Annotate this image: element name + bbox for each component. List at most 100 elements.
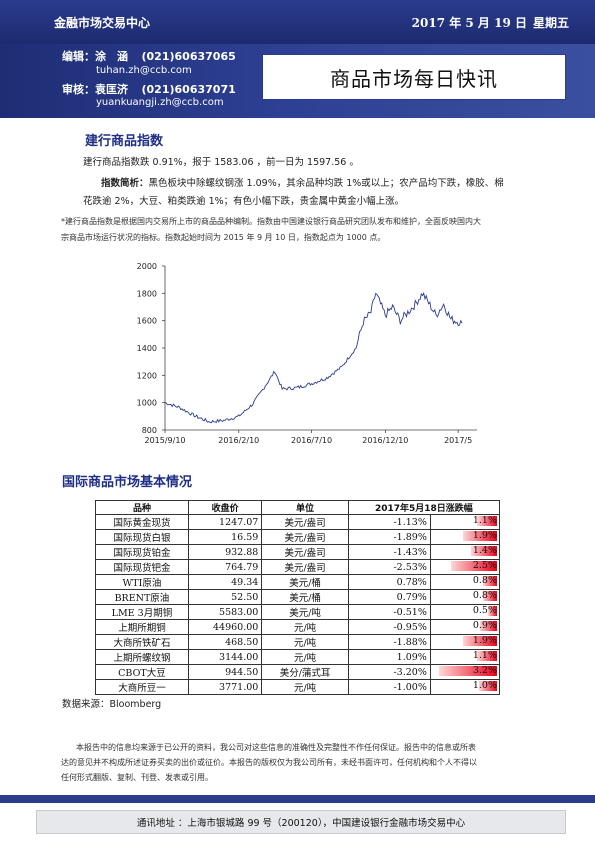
table-row: 大商所豆一 3771.00 元/吨 -1.00% 1.0% [95,679,501,695]
price-unit: 美元/盎司 [261,529,349,545]
price-unit: 美分/蒲式耳 [261,664,349,680]
change-bar-cell: 1.0% [429,679,501,695]
disclaimer-line3: 任何形式翻版、复制、刊登、发表或引用。 [61,773,213,782]
change-pct: -2.53% [347,559,431,575]
org-name: 金融市场交易中心 [54,16,151,30]
table-header-row: 品种 收盘价 单位 2017年5月18日涨跌幅 [95,500,501,515]
col-header-change: 2017年5月18日涨跌幅 [347,500,501,515]
change-bar-label: 0.9% [472,620,497,631]
change-bar [483,576,497,586]
reviewer-phone: (021)60637071 [141,83,236,96]
reviewer-name: 袁匡济 [95,83,128,96]
col-header-close: 收盘价 [187,500,263,515]
disclaimer-line1: 本报告中的信息均来源于已公开的资料，我公司对这些信息的准确性及完整性不作任何保证… [76,743,476,752]
reviewer-line: 审核：袁匡济 (021)60637071 [62,81,236,97]
table-row: 国际黄金现货 1247.07 美元/盎司 -1.13% 1.1% [95,514,501,530]
col-header-name: 品种 [95,500,189,515]
close-price: 944.50 [187,664,263,680]
change-bar-cell: 0.8% [429,574,501,590]
editor-line: 编辑：涂 涵 (021)60637065 [62,48,236,64]
commodity-name: WTI原油 [95,574,189,590]
commodity-name: 国际现货铂金 [95,544,189,560]
table-row: 国际现货钯金 764.79 美元/盎司 -2.53% 2.5% [95,559,501,575]
y-tick-label: 1600 [137,317,157,326]
price-unit: 元/吨 [261,619,349,635]
editor-label: 编辑： [62,50,95,63]
table-row: CBOT大豆 944.50 美分/蒲式耳 -3.20% 3.2% [95,664,501,680]
table-row: 上期所期铜 44960.00 元/吨 -0.95% 0.9% [95,619,501,635]
index-analysis-line1: 指数简析：黑色板块中除螺纹钢涨 1.09%，其余品种均跌 1%或以上；农产品均下… [101,175,504,192]
change-pct: -0.95% [347,619,431,635]
close-price: 3771.00 [187,679,263,695]
change-bar-cell: 1.1% [429,514,501,530]
change-pct: -1.89% [347,529,431,545]
change-bar [463,531,497,541]
editor-email[interactable]: tuhan.zh@ccb.com [96,65,192,76]
disclaimer-line2: 达的意见并不构成所述证券买卖的出价或征价。本报告的版权仅为我公司所有，未经书面许… [61,758,477,767]
change-bar-cell: 0.9% [429,619,501,635]
change-bar [488,606,497,616]
close-price: 1247.07 [187,514,263,530]
table-row: 国际现货铂金 932.88 美元/盎司 -1.43% 1.4% [95,544,501,560]
close-price: 44960.00 [187,619,263,635]
editor-phone: (021)60637065 [141,50,236,63]
reviewer-email[interactable]: yuankuangji.zh@ccb.com [96,97,224,108]
change-bar [439,666,497,676]
close-price: 49.34 [187,574,263,590]
change-pct: 0.79% [347,589,431,605]
price-unit: 美元/桶 [261,589,349,605]
data-source: 数据来源：Bloomberg [62,699,162,710]
x-tick-label: 2016/7/10 [291,436,332,445]
change-bar-label: 1.4% [472,545,497,556]
table-row: 国际现货白银 16.59 美元/盎司 -1.89% 1.9% [95,529,501,545]
change-bar-cell: 2.5% [429,559,501,575]
change-bar-label: 3.2% [472,665,497,676]
reviewer-label: 审核： [62,83,95,96]
change-bar [479,681,497,691]
change-bar-label: 0.8% [472,590,497,601]
commodity-name: 国际现货白银 [95,529,189,545]
index-analysis-line2: 花跌逾 2%，大豆、粕类跌逾 1%；有色小幅下跌，贵金属中黄金小幅上涨。 [83,196,405,207]
change-pct: -1.13% [347,514,431,530]
change-bar [477,651,497,661]
change-bar-label: 0.5% [472,605,497,616]
index-note-line2: 宗商品市场运行状况的指标。指数起始时间为 2015 年 9 月 10 日，指数起… [61,233,386,242]
y-tick-label: 1000 [137,399,157,408]
x-tick-label: 2016/2/10 [218,436,259,445]
change-bar-cell: 1.4% [429,544,501,560]
table-row: BRENT原油 52.50 美元/桶 0.79% 0.8% [95,589,501,605]
y-tick-label: 1200 [137,371,157,380]
commodity-name: 上期所期铜 [95,619,189,635]
table-row: LME 3月期铜 5583.00 美元/吨 -0.51% 0.5% [95,604,501,620]
change-pct: -1.43% [347,544,431,560]
index-analysis-text1: 黑色板块中除螺纹钢涨 1.09%，其余品种均跌 1%或以上；农产品均下跌，橡胶、… [148,178,504,189]
editor-name: 涂 涵 [95,50,128,63]
change-bar-label: 1.9% [472,635,497,646]
footer-address: 通讯地址 ：上海市银城路 99 号（200120），中国建设银行金融市场交易中心 [36,810,566,834]
close-price: 764.79 [187,559,263,575]
close-price: 5583.00 [187,604,263,620]
y-tick-label: 800 [142,426,157,435]
index-note-line1: *建行商品指数是根据国内交易所上市的商品品种编制。指数由中国建设银行商品研究团队… [61,217,481,226]
change-bar-cell: 1.1% [429,649,501,665]
change-bar-cell: 1.9% [429,529,501,545]
x-tick-label: 2016/12/10 [362,436,408,445]
commodity-name: BRENT原油 [95,589,189,605]
col-header-unit: 单位 [261,500,349,515]
change-bar [477,516,497,526]
close-price: 16.59 [187,529,263,545]
x-tick-label: 2017/5 [444,436,472,445]
section-title-index: 建行商品指数 [85,134,164,149]
commodity-name: 大商所铁矿石 [95,634,189,650]
change-bar [451,561,497,571]
close-price: 3144.00 [187,649,263,665]
weekday-text: 星期五 [532,16,569,30]
price-unit: 元/吨 [261,679,349,695]
y-tick-label: 1800 [137,289,157,298]
change-bar-label: 1.9% [472,530,497,541]
x-tick-label: 2015/9/10 [144,436,185,445]
change-bar-cell: 0.5% [429,604,501,620]
price-unit: 美元/吨 [261,604,349,620]
change-bar-label: 0.8% [472,575,497,586]
